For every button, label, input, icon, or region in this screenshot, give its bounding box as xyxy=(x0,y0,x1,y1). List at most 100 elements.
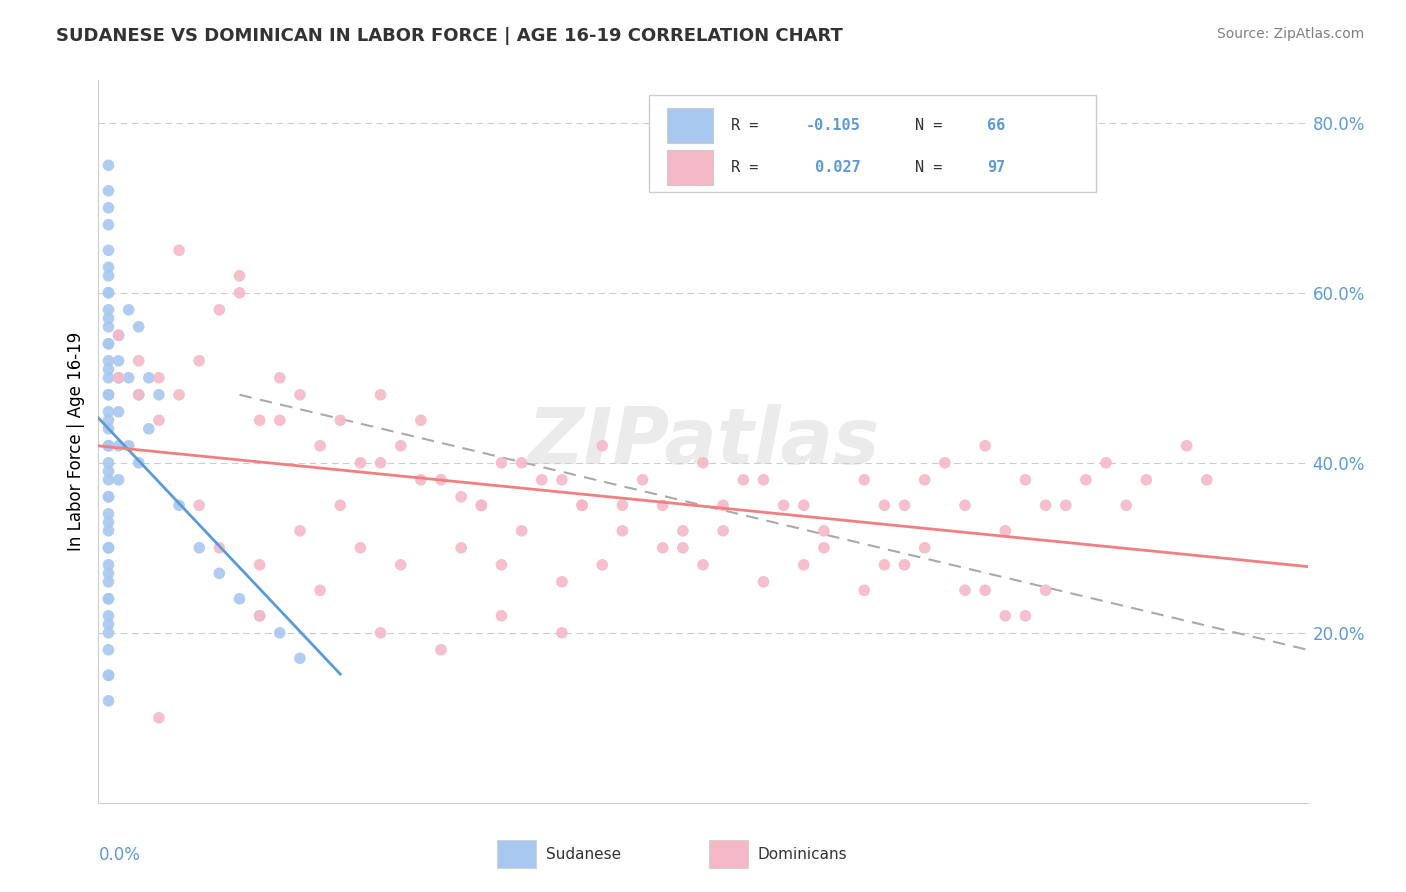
Point xyxy=(97,388,120,402)
Point xyxy=(97,336,120,351)
Point xyxy=(1195,473,1218,487)
Point xyxy=(1175,439,1198,453)
Point xyxy=(470,498,492,512)
Point xyxy=(370,388,392,402)
Point xyxy=(138,371,160,385)
FancyBboxPatch shape xyxy=(666,109,713,143)
Point xyxy=(1014,473,1036,487)
Point xyxy=(97,362,120,376)
Point xyxy=(752,574,775,589)
Point xyxy=(288,524,311,538)
Point xyxy=(118,439,141,453)
Point xyxy=(148,388,170,402)
Point xyxy=(228,268,250,283)
Point xyxy=(138,422,160,436)
Point xyxy=(853,473,876,487)
Point xyxy=(389,439,412,453)
Point xyxy=(97,218,120,232)
Text: Sudanese: Sudanese xyxy=(546,847,621,863)
Point xyxy=(167,498,190,512)
Point xyxy=(97,285,120,300)
Point xyxy=(97,490,120,504)
Point xyxy=(631,473,654,487)
Point xyxy=(97,439,120,453)
Point xyxy=(450,490,472,504)
Point xyxy=(128,388,150,402)
Point xyxy=(97,608,120,623)
Point xyxy=(107,328,129,343)
Point xyxy=(148,371,170,385)
Y-axis label: In Labor Force | Age 16-19: In Labor Force | Age 16-19 xyxy=(66,332,84,551)
Point xyxy=(1035,583,1057,598)
Point xyxy=(208,302,231,317)
Point xyxy=(1035,498,1057,512)
Point xyxy=(97,405,120,419)
Point xyxy=(97,422,120,436)
Point xyxy=(772,498,794,512)
Point xyxy=(128,456,150,470)
Point xyxy=(97,371,120,385)
Text: N =: N = xyxy=(915,161,950,175)
Point xyxy=(97,464,120,478)
Point xyxy=(953,583,976,598)
Point xyxy=(893,558,915,572)
Point xyxy=(97,591,120,606)
Text: N =: N = xyxy=(915,119,950,133)
Point xyxy=(249,413,271,427)
Point xyxy=(118,302,141,317)
Text: Source: ZipAtlas.com: Source: ZipAtlas.com xyxy=(1216,27,1364,41)
Point xyxy=(873,558,896,572)
Point xyxy=(1115,498,1137,512)
Text: ZIPatlas: ZIPatlas xyxy=(527,403,879,480)
Point xyxy=(269,625,291,640)
Point xyxy=(692,558,714,572)
Text: -0.105: -0.105 xyxy=(806,119,860,133)
Point xyxy=(953,498,976,512)
Point xyxy=(97,524,120,538)
Point xyxy=(491,608,513,623)
Point xyxy=(752,473,775,487)
Point xyxy=(914,473,936,487)
FancyBboxPatch shape xyxy=(709,840,748,868)
FancyBboxPatch shape xyxy=(498,840,536,868)
Point xyxy=(97,566,120,581)
Point xyxy=(349,456,371,470)
Point xyxy=(97,642,120,657)
Point xyxy=(107,353,129,368)
Point xyxy=(97,388,120,402)
Point xyxy=(107,371,129,385)
Point xyxy=(107,371,129,385)
Point xyxy=(128,353,150,368)
Text: 97: 97 xyxy=(987,161,1005,175)
Point xyxy=(612,524,634,538)
Point xyxy=(97,456,120,470)
Point xyxy=(409,413,432,427)
Point xyxy=(450,541,472,555)
Point xyxy=(128,388,150,402)
Point xyxy=(97,617,120,632)
Point xyxy=(893,498,915,512)
Point xyxy=(530,473,553,487)
Point xyxy=(228,285,250,300)
Point xyxy=(370,625,392,640)
Point xyxy=(551,574,574,589)
Point xyxy=(1054,498,1077,512)
Point xyxy=(491,558,513,572)
Point xyxy=(329,413,352,427)
Point xyxy=(1095,456,1118,470)
Text: R =: R = xyxy=(731,161,768,175)
Point xyxy=(107,405,129,419)
Point xyxy=(551,625,574,640)
Text: 66: 66 xyxy=(987,119,1005,133)
Point xyxy=(470,498,492,512)
Point xyxy=(430,473,453,487)
Text: Dominicans: Dominicans xyxy=(758,847,846,863)
Point xyxy=(107,473,129,487)
Point xyxy=(510,456,533,470)
Point xyxy=(97,507,120,521)
FancyBboxPatch shape xyxy=(648,95,1097,193)
FancyBboxPatch shape xyxy=(666,151,713,185)
Point xyxy=(97,260,120,275)
Point xyxy=(97,244,120,258)
Point xyxy=(249,608,271,623)
